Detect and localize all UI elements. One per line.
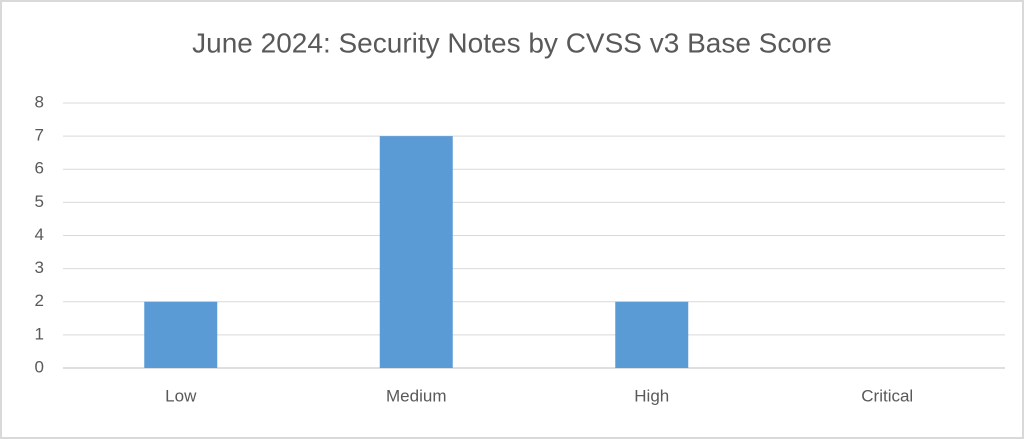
chart-title: June 2024: Security Notes by CVSS v3 Bas… xyxy=(192,27,832,58)
y-tick-label: 7 xyxy=(35,126,44,145)
bar xyxy=(144,301,218,368)
y-tick-label: 6 xyxy=(35,159,44,178)
y-tick-label: 8 xyxy=(35,92,44,111)
y-tick-label: 2 xyxy=(35,291,44,310)
y-tick-label: 1 xyxy=(35,324,44,343)
y-tick-label: 4 xyxy=(35,225,44,244)
bar xyxy=(615,301,689,368)
y-tick-label: 3 xyxy=(35,258,44,277)
y-tick-label: 0 xyxy=(35,357,44,376)
x-tick-label: Medium xyxy=(386,386,446,405)
y-tick-label: 5 xyxy=(35,192,44,211)
bar xyxy=(379,136,453,368)
x-tick-label: Low xyxy=(165,386,197,405)
x-tick-label: Critical xyxy=(861,386,913,405)
x-tick-label: High xyxy=(634,386,669,405)
